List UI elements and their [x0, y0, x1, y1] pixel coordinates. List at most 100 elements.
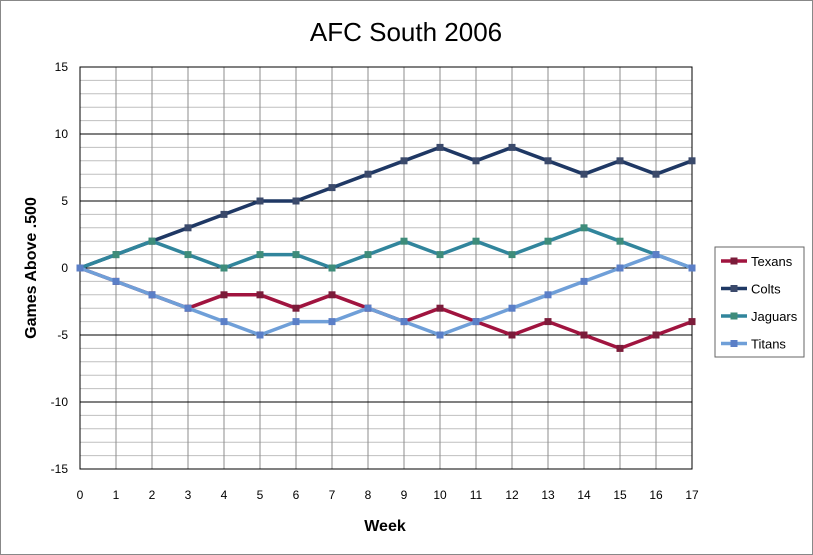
jaguars-point — [328, 264, 336, 272]
titans-point — [472, 318, 480, 326]
y-tick-label: -15 — [51, 462, 69, 476]
texans-point — [544, 318, 552, 326]
y-tick-label: 15 — [55, 60, 69, 74]
legend-label-jaguars: Jaguars — [751, 309, 798, 324]
legend-label-colts: Colts — [751, 282, 781, 297]
titans-point — [436, 331, 444, 339]
legend: Texans Colts Jaguars Titans — [714, 246, 805, 358]
texans-point — [580, 331, 588, 339]
titans-point — [328, 318, 336, 326]
colts-point — [292, 197, 300, 205]
jaguars-point — [364, 251, 372, 259]
jaguars-point — [436, 251, 444, 259]
texans-point — [436, 304, 444, 312]
y-axis-title: Games Above .500 — [23, 197, 40, 339]
legend-marker-texans — [730, 257, 738, 265]
jaguars-point — [112, 251, 120, 259]
colts-point — [472, 157, 480, 165]
x-tick-label: 12 — [505, 488, 519, 502]
x-tick-label: 7 — [329, 488, 336, 502]
jaguars-point — [400, 237, 408, 245]
texans-point — [220, 291, 228, 299]
x-tick-label: 4 — [221, 488, 228, 502]
titans-point — [580, 277, 588, 285]
x-tick-label: 11 — [470, 488, 483, 502]
legend-label-titans: Titans — [751, 337, 786, 352]
jaguars-point — [616, 237, 624, 245]
texans-point — [256, 291, 264, 299]
y-tick-label: -10 — [51, 395, 69, 409]
jaguars-point — [184, 251, 192, 259]
titans-line — [79, 252, 693, 337]
titans-point — [292, 318, 300, 326]
chart-title: AFC South 2006 — [310, 17, 502, 47]
x-tick-label: 16 — [649, 488, 663, 502]
y-tick-label: 10 — [55, 127, 69, 141]
colts-line — [79, 145, 693, 270]
y-tick-label: 0 — [61, 261, 68, 275]
y-tick-label: -5 — [57, 328, 68, 342]
titans-point — [148, 291, 156, 299]
titans-point — [544, 291, 552, 299]
jaguars-point — [148, 237, 156, 245]
texans-point — [328, 291, 336, 299]
jaguars-point — [256, 251, 264, 259]
titans-point — [688, 264, 696, 272]
titans-point — [508, 304, 516, 312]
series-titans — [76, 251, 696, 339]
colts-point — [256, 197, 264, 205]
titans-point — [400, 318, 408, 326]
x-tick-label: 17 — [685, 488, 699, 502]
legend-marker-jaguars — [730, 312, 738, 320]
titans-point — [220, 318, 228, 326]
jaguars-point — [220, 264, 228, 272]
x-tick-label: 2 — [149, 488, 156, 502]
x-tick-label: 8 — [365, 488, 372, 502]
jaguars-point — [292, 251, 300, 259]
titans-point — [184, 304, 192, 312]
legend-label-texans: Texans — [751, 254, 793, 269]
x-tick-label: 1 — [113, 488, 120, 502]
x-axis-title: Week — [364, 518, 406, 535]
jaguars-point — [508, 251, 516, 259]
grid — [79, 66, 693, 470]
colts-point — [220, 210, 228, 218]
texans-point — [292, 304, 300, 312]
y-tick-label: 5 — [61, 194, 68, 208]
titans-point — [112, 277, 120, 285]
colts-point — [508, 143, 516, 151]
titans-point — [76, 264, 84, 272]
x-tick-label: 14 — [577, 488, 591, 502]
colts-point — [436, 143, 444, 151]
legend-marker-titans — [730, 340, 738, 347]
colts-point — [544, 157, 552, 165]
series-lines — [76, 143, 696, 352]
colts-point — [184, 224, 192, 232]
colts-point — [616, 157, 624, 165]
titans-point — [256, 331, 264, 339]
titans-point — [364, 304, 372, 312]
x-tick-label: 3 — [185, 488, 192, 502]
colts-point — [580, 170, 588, 178]
colts-point — [400, 157, 408, 165]
colts-point — [364, 170, 372, 178]
colts-point — [688, 157, 696, 165]
x-tick-label: 10 — [433, 488, 447, 502]
colts-point — [328, 184, 336, 192]
jaguars-line — [79, 226, 693, 270]
x-tick-label: 15 — [613, 488, 627, 502]
jaguars-point — [544, 237, 552, 245]
texans-point — [508, 331, 516, 339]
x-tick-label: 9 — [401, 488, 408, 502]
legend-marker-colts — [730, 285, 738, 292]
texans-point — [616, 344, 624, 352]
x-tick-label: 5 — [257, 488, 264, 502]
colts-point — [652, 170, 660, 178]
x-tick-label: 0 — [77, 488, 84, 502]
titans-point — [616, 264, 624, 272]
jaguars-point — [472, 237, 480, 245]
